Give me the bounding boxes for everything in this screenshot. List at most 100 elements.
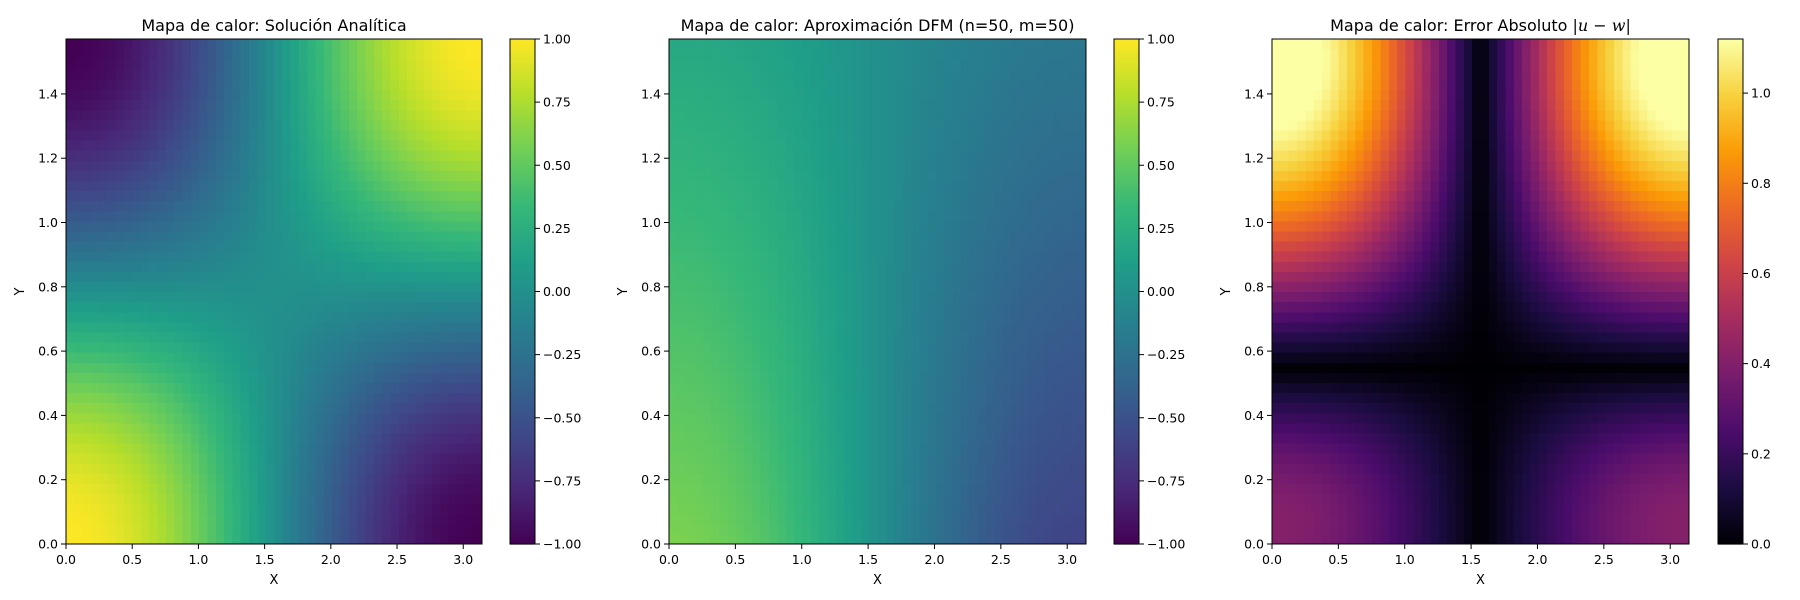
heatmap-cell xyxy=(307,79,317,91)
heatmap-cell xyxy=(944,241,954,252)
heatmap-cell xyxy=(124,412,134,424)
heatmap-cell xyxy=(315,301,325,313)
heatmap-cell xyxy=(215,49,225,60)
colorbar-segment xyxy=(510,74,535,78)
heatmap-cell xyxy=(182,180,192,192)
heatmap-cell xyxy=(694,483,703,495)
heatmap-cell xyxy=(323,412,333,424)
colorbar-segment xyxy=(510,420,535,424)
heatmap-cell xyxy=(919,271,929,282)
heatmap-cell xyxy=(1035,311,1045,323)
heatmap-cell xyxy=(298,523,308,535)
heatmap-cell xyxy=(240,119,250,131)
heatmap-cell xyxy=(727,190,737,202)
heatmap-cell xyxy=(769,523,779,535)
colorbar-segment xyxy=(510,528,535,532)
heatmap-cell xyxy=(182,129,192,141)
heatmap-cell xyxy=(1035,392,1045,404)
heatmap-cell xyxy=(66,190,75,202)
heatmap-cell xyxy=(232,89,242,101)
heatmap-cell xyxy=(819,473,829,484)
heatmap-cell xyxy=(398,170,408,181)
heatmap-cell xyxy=(1044,321,1054,333)
heatmap-cell xyxy=(415,49,425,60)
heatmap-cell xyxy=(1052,483,1062,495)
heatmap-cell xyxy=(140,261,150,272)
heatmap-cell xyxy=(240,392,250,404)
heatmap-cell xyxy=(760,220,770,232)
heatmap-cell xyxy=(852,241,862,252)
heatmap-cell xyxy=(257,180,267,192)
heatmap-cell xyxy=(977,301,987,313)
heatmap-cell xyxy=(885,210,895,222)
heatmap-cell xyxy=(727,301,737,313)
heatmap-cell xyxy=(785,392,795,404)
heatmap-cell xyxy=(960,331,970,343)
heatmap-cell xyxy=(124,301,134,313)
heatmap-cell xyxy=(710,503,720,515)
heatmap-cell xyxy=(74,271,84,282)
heatmap-cell xyxy=(282,422,292,434)
heatmap-cell xyxy=(249,503,258,515)
heatmap-cell xyxy=(124,432,134,444)
heatmap-cell xyxy=(969,523,979,535)
heatmap-cell xyxy=(224,342,233,353)
heatmap-cell xyxy=(149,392,159,404)
heatmap-cell xyxy=(382,99,392,111)
heatmap-cell xyxy=(802,463,812,474)
heatmap-cell xyxy=(415,352,425,363)
heatmap-cell xyxy=(307,513,317,525)
heatmap-cell xyxy=(994,432,1004,444)
heatmap-cell xyxy=(985,382,995,394)
heatmap-cell xyxy=(199,463,209,474)
heatmap-cell xyxy=(744,241,753,252)
heatmap-cell xyxy=(240,443,250,454)
heatmap-cell xyxy=(1010,503,1020,515)
heatmap-cell xyxy=(240,180,250,192)
heatmap-cell xyxy=(398,473,408,484)
heatmap-cell xyxy=(357,89,367,101)
heatmap-cell xyxy=(66,79,75,91)
heatmap-cell xyxy=(274,210,283,222)
heatmap-cell xyxy=(927,513,937,525)
heatmap-cell xyxy=(910,200,920,212)
heatmap-cell xyxy=(902,432,912,444)
heatmap-cell xyxy=(390,160,400,171)
heatmap-cell xyxy=(935,352,945,363)
heatmap-cell xyxy=(752,352,762,363)
heatmap-cell xyxy=(115,129,125,141)
heatmap-cell xyxy=(960,200,970,212)
heatmap-cell xyxy=(107,49,117,60)
heatmap-cell xyxy=(902,251,912,262)
heatmap-cell xyxy=(115,281,125,293)
heatmap-cell xyxy=(265,463,275,474)
heatmap-cell xyxy=(810,230,820,242)
heatmap-cell xyxy=(710,443,720,454)
heatmap-cell xyxy=(785,180,795,192)
heatmap-cell xyxy=(685,523,695,535)
heatmap-cell xyxy=(827,331,837,343)
heatmap-cell xyxy=(977,321,987,333)
heatmap-cell xyxy=(257,453,267,464)
heatmap-cell xyxy=(785,463,795,474)
heatmap-cell xyxy=(769,119,779,131)
heatmap-cell xyxy=(727,119,737,131)
heatmap-cell xyxy=(752,281,762,293)
heatmap-cell xyxy=(1060,261,1070,272)
heatmap-cell xyxy=(257,220,267,232)
heatmap-cell xyxy=(265,422,275,434)
heatmap-cell xyxy=(357,99,367,111)
heatmap-cell xyxy=(182,271,192,282)
heatmap-cell xyxy=(140,483,150,495)
heatmap-cell xyxy=(365,160,375,171)
heatmap-cell xyxy=(794,109,804,121)
heatmap-cell xyxy=(977,372,987,383)
heatmap-cell xyxy=(794,230,804,242)
heatmap-cell xyxy=(365,321,375,333)
heatmap-cell xyxy=(744,402,753,414)
heatmap-cell xyxy=(348,210,358,222)
heatmap-cell xyxy=(1027,372,1037,383)
heatmap-cell xyxy=(448,79,458,91)
heatmap-cell xyxy=(473,281,483,293)
heatmap-cell xyxy=(769,301,779,313)
